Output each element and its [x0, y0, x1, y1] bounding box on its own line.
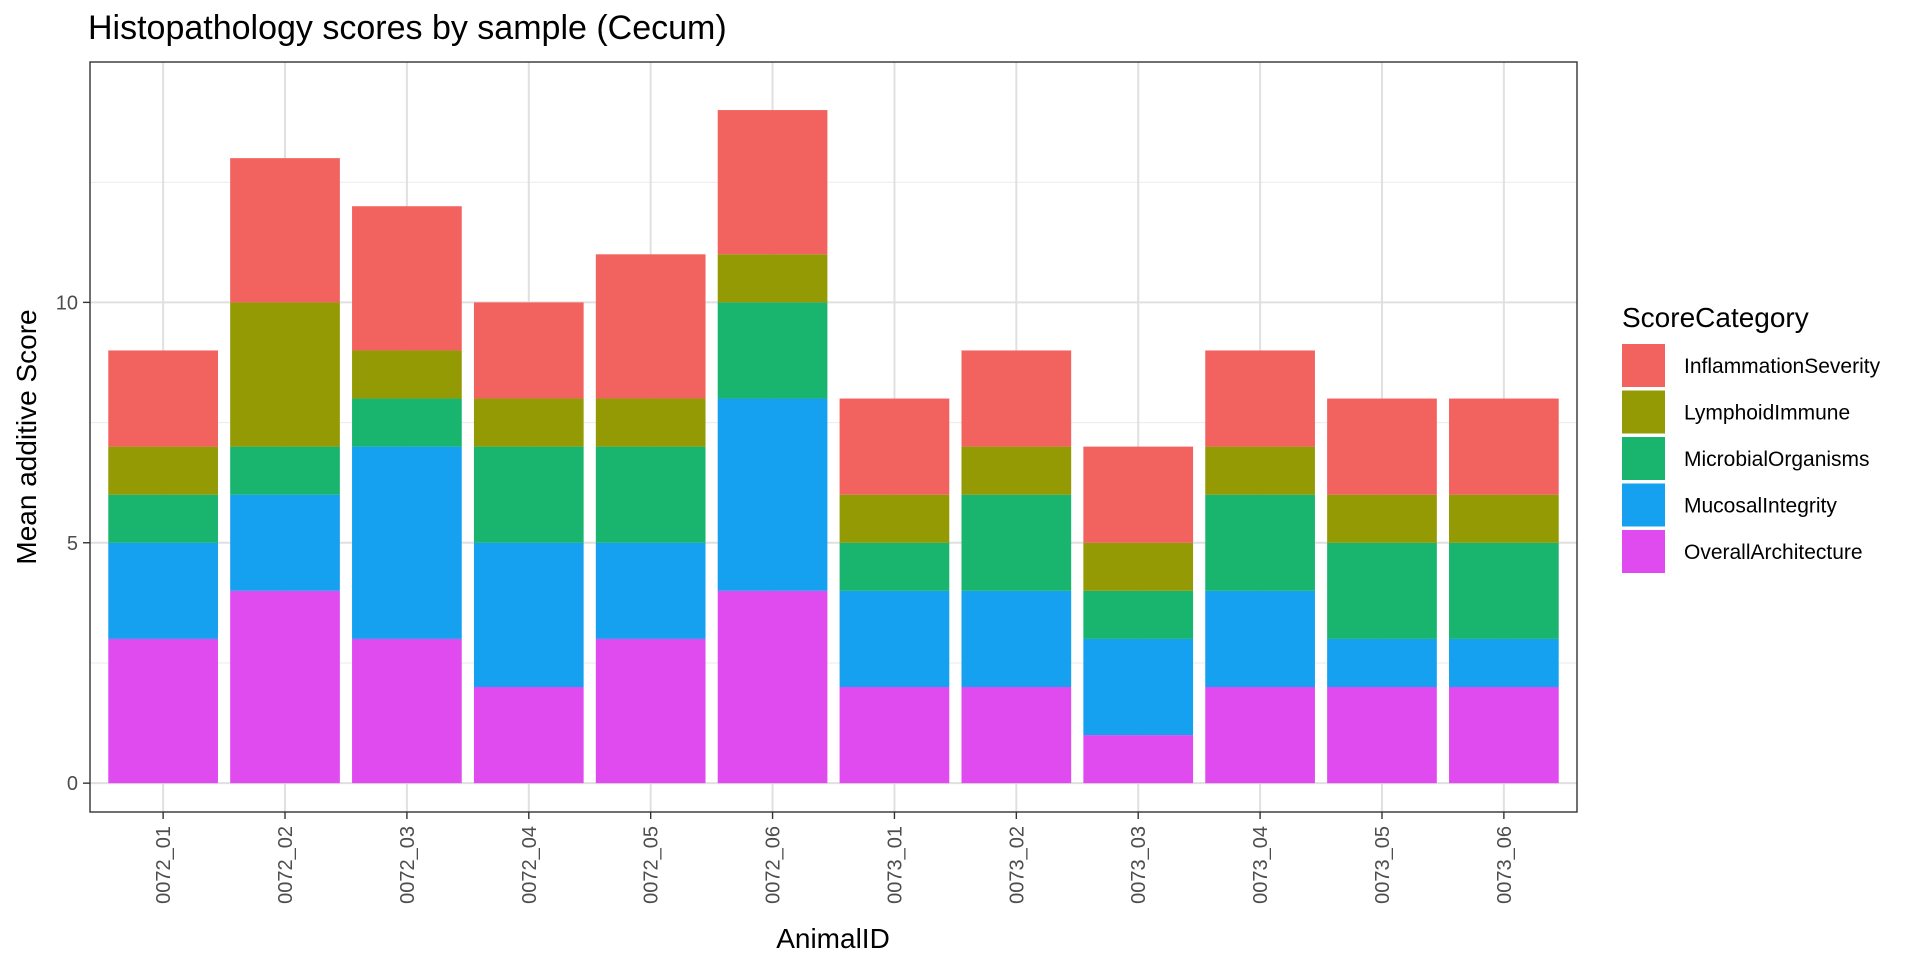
bar-segment-LymphoidImmune-0073_06 [1449, 494, 1559, 543]
bar-segment-InflammationSeverity-0072_03 [352, 206, 462, 351]
bar-segment-MicrobialOrganisms-0073_02 [961, 494, 1072, 591]
bar-segment-MucosalIntegrity-0072_01 [108, 542, 218, 639]
bar-segment-LymphoidImmune-0073_01 [839, 494, 950, 543]
bar-segment-InflammationSeverity-0072_01 [108, 350, 218, 447]
legend-label-MucosalIntegrity: MucosalIntegrity [1684, 495, 1837, 518]
y-axis: 0 5 10 [56, 292, 90, 795]
bar-segment-OverallArchitecture-0072_04 [473, 687, 584, 784]
bar-segment-MucosalIntegrity-0073_02 [961, 590, 1072, 687]
bar-segment-OverallArchitecture-0072_05 [595, 638, 706, 784]
bar-segment-MucosalIntegrity-0072_06 [717, 398, 828, 591]
bar-segment-LymphoidImmune-0072_06 [717, 254, 828, 303]
bar-segment-LymphoidImmune-0073_03 [1083, 542, 1194, 591]
x-tick-label: 0073_02 [1006, 826, 1028, 904]
bar-segment-MicrobialOrganisms-0072_04 [473, 446, 584, 543]
x-tick-label: 0072_04 [519, 826, 541, 904]
bar-segment-MicrobialOrganisms-0073_06 [1449, 542, 1559, 639]
panel-border [89, 61, 1578, 813]
bar-segment-OverallArchitecture-0073_02 [961, 687, 1072, 784]
legend-title: ScoreCategory [1622, 302, 1809, 333]
legend: ScoreCategory InflammationSeverity Lympho… [1622, 302, 1881, 573]
y-tick-label: 5 [67, 533, 78, 555]
x-tick-label: 0072_06 [763, 826, 785, 904]
bar-segment-OverallArchitecture-0073_05 [1327, 687, 1437, 784]
bar-segment-LymphoidImmune-0072_03 [352, 350, 462, 399]
chart-title: Histopathology scores by sample (Cecum) [88, 9, 727, 47]
bar-segment-LymphoidImmune-0072_04 [473, 398, 584, 447]
bar-segment-InflammationSeverity-0072_05 [595, 254, 706, 399]
bar-segment-MicrobialOrganisms-0072_01 [108, 494, 218, 543]
bar-segment-MucosalIntegrity-0072_04 [473, 542, 584, 687]
bar-segment-MicrobialOrganisms-0072_05 [595, 446, 706, 543]
bar-segment-MicrobialOrganisms-0072_06 [717, 302, 828, 399]
legend-swatch-LymphoidImmune [1622, 390, 1665, 434]
legend-label-InflammationSeverity: InflammationSeverity [1684, 355, 1881, 378]
legend-swatch-OverallArchitecture [1622, 530, 1665, 573]
x-tick-label: 0072_05 [641, 826, 663, 904]
x-tick-label: 0073_03 [1128, 826, 1150, 904]
legend-swatch-InflammationSeverity [1622, 344, 1665, 387]
bar-segment-OverallArchitecture-0072_01 [108, 638, 218, 784]
bar-segment-MucosalIntegrity-0073_01 [839, 590, 950, 687]
bar-segment-MucosalIntegrity-0073_04 [1205, 590, 1315, 687]
legend-swatch-MicrobialOrganisms [1622, 437, 1665, 480]
legend-items: InflammationSeverity LymphoidImmune Microb… [1622, 344, 1881, 573]
legend-label-MicrobialOrganisms: MicrobialOrganisms [1684, 448, 1870, 471]
x-tick-label: 0073_06 [1494, 826, 1516, 904]
x-tick-label: 0072_01 [153, 826, 175, 904]
bar-segment-LymphoidImmune-0072_05 [595, 398, 706, 447]
bar-segment-InflammationSeverity-0072_02 [230, 158, 340, 303]
bar-segment-OverallArchitecture-0073_06 [1449, 687, 1559, 784]
bar-segment-InflammationSeverity-0072_04 [473, 302, 584, 399]
bar-segment-MicrobialOrganisms-0073_05 [1327, 542, 1437, 639]
bar-segment-MucosalIntegrity-0073_06 [1449, 638, 1559, 687]
y-tick-label: 0 [67, 773, 78, 795]
bar-segment-InflammationSeverity-0072_06 [717, 110, 828, 255]
bar-segment-LymphoidImmune-0072_01 [108, 446, 218, 495]
x-axis-label: AnimalID [776, 923, 890, 954]
bar-segment-MicrobialOrganisms-0072_03 [352, 398, 462, 447]
bar-segment-MucosalIntegrity-0072_03 [352, 446, 462, 639]
bar-segment-MucosalIntegrity-0073_05 [1327, 638, 1437, 687]
x-tick-label: 0073_01 [884, 826, 906, 904]
bars [108, 110, 1559, 784]
bar-segment-LymphoidImmune-0073_04 [1205, 446, 1315, 495]
bar-segment-OverallArchitecture-0072_02 [230, 590, 340, 784]
bar-segment-InflammationSeverity-0073_01 [839, 398, 950, 495]
bar-segment-OverallArchitecture-0073_01 [839, 687, 950, 784]
legend-label-OverallArchitecture: OverallArchitecture [1684, 541, 1863, 564]
bar-segment-LymphoidImmune-0072_02 [230, 302, 340, 447]
bar-segment-OverallArchitecture-0073_03 [1083, 735, 1194, 784]
bar-segment-LymphoidImmune-0073_05 [1327, 494, 1437, 543]
legend-label-LymphoidImmune: LymphoidImmune [1684, 402, 1850, 425]
bar-segment-MicrobialOrganisms-0073_01 [839, 542, 950, 591]
plot-panel [89, 61, 1578, 813]
bar-segment-InflammationSeverity-0073_03 [1083, 446, 1194, 543]
x-tick-label: 0072_03 [397, 826, 419, 904]
bar-segment-InflammationSeverity-0073_02 [961, 350, 1072, 447]
bar-segment-MucosalIntegrity-0072_05 [595, 542, 706, 639]
bar-segment-OverallArchitecture-0072_06 [717, 590, 828, 784]
x-tick-label: 0073_04 [1250, 826, 1272, 904]
x-tick-label: 0072_02 [275, 826, 297, 904]
bar-segment-MucosalIntegrity-0073_03 [1083, 638, 1194, 736]
bar-segment-MicrobialOrganisms-0073_04 [1205, 494, 1315, 591]
bar-segment-MucosalIntegrity-0072_02 [230, 494, 340, 591]
bar-segment-MicrobialOrganisms-0073_03 [1083, 590, 1194, 639]
bar-segment-LymphoidImmune-0073_02 [961, 446, 1072, 495]
bar-segment-InflammationSeverity-0073_05 [1327, 398, 1437, 495]
bar-segment-MicrobialOrganisms-0072_02 [230, 446, 340, 495]
bar-segment-OverallArchitecture-0072_03 [352, 638, 462, 784]
bar-segment-InflammationSeverity-0073_04 [1205, 350, 1315, 447]
y-axis-label: Mean additive Score [11, 309, 42, 564]
y-tick-label: 10 [56, 292, 78, 314]
bar-segment-InflammationSeverity-0073_06 [1449, 398, 1559, 495]
bar-segment-OverallArchitecture-0073_04 [1205, 687, 1315, 784]
x-tick-label: 0073_05 [1372, 826, 1394, 904]
x-axis: 0072_01 0072_02 0072_03 0072_04 0072_05 0072_… [153, 812, 1516, 904]
legend-swatch-MucosalIntegrity [1622, 483, 1665, 527]
